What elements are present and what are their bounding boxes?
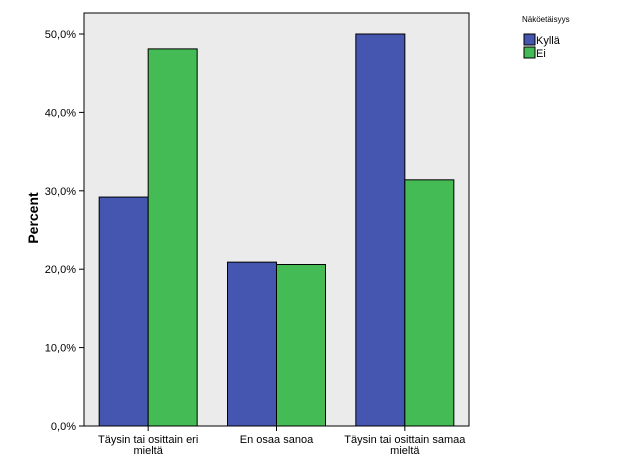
y-axis-title: Percent (25, 192, 41, 244)
bar-kyll- (355, 33, 406, 427)
y-tick-label: 0,0% (51, 421, 76, 433)
y-tick-label: 10,0% (45, 343, 76, 355)
legend-label: Ei (536, 48, 546, 60)
legend-swatch (523, 33, 536, 46)
x-category-label-line: Täysin tai osittain samaa (344, 434, 466, 446)
bar-kyll- (98, 196, 149, 427)
legend-swatch (523, 46, 536, 59)
x-category-label: En osaa sanoa (240, 434, 314, 446)
bar-kyll- (227, 261, 277, 427)
x-category-label-line: En osaa sanoa (240, 434, 314, 446)
legend-label: Kyllä (536, 35, 561, 47)
y-tick-label: 30,0% (45, 186, 76, 198)
bars (98, 33, 455, 427)
bar-ei (404, 179, 455, 427)
bar-ei (147, 48, 198, 427)
y-axis: 0,0% 10,0% 20,0% 30,0% 40,0% 50,0% (45, 29, 84, 433)
x-category-label-line: mieltä (390, 445, 420, 457)
bar-ei (276, 263, 326, 427)
y-tick-label: 20,0% (45, 264, 76, 276)
x-category-label: Täysin tai osittain samaa mieltä (344, 434, 466, 457)
legend-title: Näköetäisyys (522, 15, 570, 24)
x-category-label-line: Täysin tai osittain eri (98, 434, 198, 446)
x-category-label-line: mieltä (133, 445, 163, 457)
y-tick-label: 40,0% (45, 107, 76, 119)
y-tick-label: 50,0% (45, 29, 76, 41)
x-category-label: Täysin tai osittain eri mieltä (98, 434, 198, 457)
